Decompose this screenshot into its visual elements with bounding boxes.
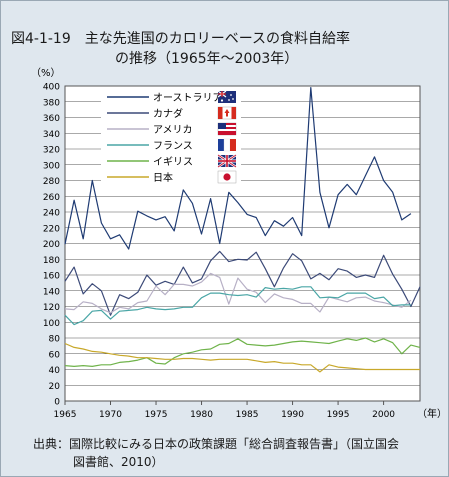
flag-australia-icon <box>217 90 236 103</box>
x-tick-label: 1995 <box>327 410 350 420</box>
source-line1: 出典：国際比較にみる日本の政策課題「総合調査報告書」（国立国会 <box>33 437 400 451</box>
x-tick-label: 1985 <box>236 410 259 420</box>
line-chart: 0 20 40 60 80 100 120 140 160 180 200 220 240 260 280 3… <box>31 67 447 420</box>
series-line-3 <box>64 286 411 326</box>
y-tick-label: 60 <box>49 350 61 360</box>
y-tick-label: 80 <box>49 335 61 345</box>
x-tick-label: 1975 <box>145 410 168 420</box>
y-tick-label: 120 <box>43 303 60 313</box>
chart-title-line1: 図4-1-19 主な先進国のカロリーベースの食料自給率 <box>11 31 351 47</box>
y-tick-label: 160 <box>43 272 60 282</box>
y-tick-label: 300 <box>43 161 60 171</box>
y-tick-label: 200 <box>43 240 60 250</box>
series-line-4 <box>64 337 421 367</box>
legend-label: フランス <box>153 140 193 152</box>
y-tick-label: 0 <box>54 398 60 408</box>
flag-canada-icon <box>217 106 237 120</box>
legend-label: カナダ <box>153 107 183 120</box>
legend-label: イギリス <box>153 156 193 168</box>
chart-title-line2: の推移（1965年〜2003年） <box>115 51 299 67</box>
y-tick-label: 240 <box>43 209 60 219</box>
series-line-5 <box>64 342 420 373</box>
legend-label: 日本 <box>153 171 173 184</box>
y-tick-label: 220 <box>43 224 60 234</box>
series-line-1 <box>64 250 421 316</box>
x-tick-label: 1990 <box>281 410 304 420</box>
y-tick-label: 280 <box>43 177 60 187</box>
series-line-2 <box>64 272 412 314</box>
x-tick-label: 2000 <box>372 410 395 420</box>
flag-france-icon <box>218 138 236 152</box>
flag-usa-icon <box>217 122 237 136</box>
y-tick-label: 320 <box>43 146 60 156</box>
y-tick-label: 20 <box>49 382 61 392</box>
y-axis-unit-label: （%） <box>31 67 61 79</box>
legend-label: アメリカ <box>153 124 193 136</box>
source-note: 出典：国際比較にみる日本の政策課題「総合調査報告書」（国立国会 図書館、2010… <box>33 435 443 471</box>
chart-title: 図4-1-19 主な先進国のカロリーベースの食料自給率 の推移（1965年〜20… <box>11 9 441 89</box>
flag-uk-icon <box>217 154 237 168</box>
y-tick-label: 380 <box>43 98 60 108</box>
source-line2: 図書館、2010） <box>73 455 164 469</box>
y-tick-label: 40 <box>49 366 61 376</box>
y-tick-label: 360 <box>43 114 60 124</box>
y-tick-label: 180 <box>43 256 60 266</box>
y-tick-label: 140 <box>43 287 60 297</box>
x-tick-label: 1965 <box>54 410 77 420</box>
flag-japan-icon <box>217 170 237 184</box>
legend-label: オーストラリア <box>153 92 223 104</box>
y-tick-label: 100 <box>43 319 60 329</box>
y-tick-label: 260 <box>43 193 60 203</box>
y-tick-label: 340 <box>43 130 60 140</box>
y-tick-label: 400 <box>43 83 60 93</box>
legend-box <box>101 89 241 189</box>
x-tick-label: 1970 <box>99 410 122 420</box>
x-axis-unit-label: （年） <box>417 407 447 420</box>
series-line-0 <box>64 87 412 250</box>
x-tick-label: 1980 <box>190 410 213 420</box>
